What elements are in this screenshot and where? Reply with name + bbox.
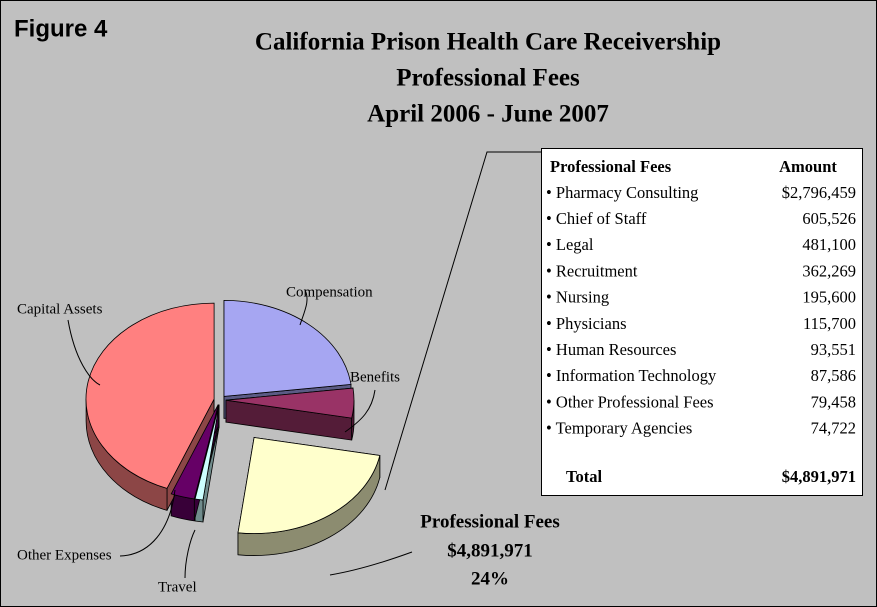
leader-line — [329, 551, 413, 576]
table-total: $4,891,971 — [782, 467, 856, 486]
table-cell: • Recruitment — [546, 261, 638, 280]
table-cell: • Pharmacy Consulting — [546, 183, 698, 202]
leader-line — [67, 319, 101, 386]
slice-label: Other Expenses — [17, 547, 112, 563]
chart-title: California Prison Health Care Receiversh… — [255, 29, 721, 56]
amount-label: $4,891,971 — [447, 540, 533, 561]
value-label: 24% — [471, 568, 509, 589]
table-cell: 362,269 — [802, 261, 856, 280]
table-total: Total — [566, 467, 602, 486]
leader-line — [184, 529, 196, 579]
table-cell: • Information Technology — [546, 366, 717, 385]
table-cell: 115,700 — [803, 314, 856, 333]
table-cell: 74,722 — [811, 419, 856, 438]
leader-line — [384, 151, 541, 491]
slice — [194, 404, 220, 501]
slice — [85, 302, 215, 489]
chart-title: April 2006 - June 2007 — [367, 101, 609, 128]
table-body: Professional Fees Amount • Pharmacy Consul… — [546, 157, 856, 486]
table-cell: 605,526 — [802, 209, 856, 228]
table-cell: • Nursing — [546, 288, 609, 307]
table-cell: 79,458 — [811, 392, 856, 411]
slice — [237, 437, 381, 534]
table-cell: 481,100 — [802, 235, 856, 254]
leader-line — [344, 389, 376, 433]
fees-table — [541, 148, 863, 496]
slice — [223, 299, 352, 397]
slice-label: Benefits — [350, 369, 400, 385]
table-cell: • Physicians — [546, 314, 627, 333]
table-cell: • Temporary Agencies — [546, 419, 692, 438]
table-cell: • Other Professional Fees — [546, 392, 714, 411]
slice — [170, 404, 219, 500]
table-cell: 87,586 — [811, 366, 856, 385]
slice-label: Professional Fees — [420, 511, 560, 532]
slice-label: Travel — [158, 579, 197, 595]
table-cell: • Chief of Staff — [546, 209, 647, 228]
slice-label: Capital Assets — [17, 301, 103, 317]
table-cell: 93,551 — [811, 340, 856, 359]
chart-title: Professional Fees — [396, 65, 580, 92]
leader-line — [299, 289, 308, 326]
table-header: Amount — [779, 157, 837, 176]
table-cell: • Legal — [546, 235, 594, 254]
leader-line — [119, 489, 176, 557]
table-cell: • Human Resources — [546, 340, 676, 359]
slice — [225, 387, 355, 419]
pie — [85, 299, 381, 556]
table-cell: 195,600 — [802, 288, 856, 307]
slice-label: Compensation — [286, 284, 373, 300]
leader-lines — [67, 151, 541, 579]
table-cell: $2,796,459 — [782, 183, 856, 202]
figure-label: Figure 4 — [14, 15, 108, 42]
table-header: Professional Fees — [550, 157, 672, 176]
